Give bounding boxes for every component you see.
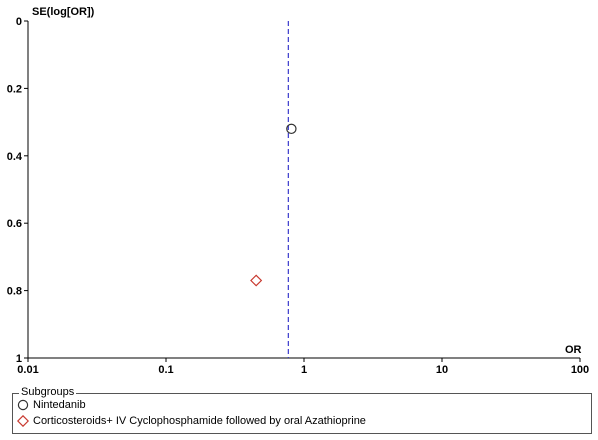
legend-label: Corticosteroids+ IV Cyclophosphamide fol… bbox=[33, 415, 366, 427]
x-axis-ticks: 0.01 0.1 1 10 100 bbox=[17, 358, 589, 376]
x-tick-label: 0.01 bbox=[17, 364, 38, 376]
y-axis-ticks: 0 0.2 0.4 0.6 0.8 1 bbox=[7, 16, 28, 365]
legend: Subgroups Nintedanib Corticosteroids+ IV… bbox=[12, 385, 592, 434]
y-tick-label: 0.6 bbox=[7, 218, 22, 230]
x-tick-label: 0.1 bbox=[158, 364, 173, 376]
legend-item-corticosteroids: Corticosteroids+ IV Cyclophosphamide fol… bbox=[17, 414, 366, 428]
legend-item-nintedanib: Nintedanib bbox=[17, 398, 86, 412]
y-axis-label: SE(log[OR]) bbox=[32, 6, 95, 18]
x-tick-label: 1 bbox=[301, 364, 307, 376]
y-tick-label: 0.8 bbox=[7, 286, 22, 298]
legend-title: Subgroups bbox=[19, 385, 77, 399]
data-point-circle bbox=[286, 123, 297, 135]
y-tick-label: 1 bbox=[16, 353, 22, 365]
y-tick-label: 0.2 bbox=[7, 83, 22, 95]
x-tick-label: 100 bbox=[571, 364, 589, 376]
plot-axes bbox=[27, 21, 580, 359]
x-axis-label: OR bbox=[565, 344, 582, 356]
diamond-marker-icon bbox=[17, 415, 29, 427]
legend-label: Nintedanib bbox=[33, 399, 86, 411]
funnel-plot: SE(log[OR]) OR 0 0.2 0.4 0.6 0.8 1 0.01 0.1 1 10… bbox=[7, 6, 589, 376]
y-tick-label: 0.4 bbox=[7, 151, 23, 163]
data-points bbox=[250, 123, 297, 287]
data-point-diamond bbox=[250, 274, 263, 287]
y-tick-label: 0 bbox=[16, 16, 22, 28]
x-tick-label: 10 bbox=[436, 364, 448, 376]
circle-marker-icon bbox=[17, 399, 29, 411]
